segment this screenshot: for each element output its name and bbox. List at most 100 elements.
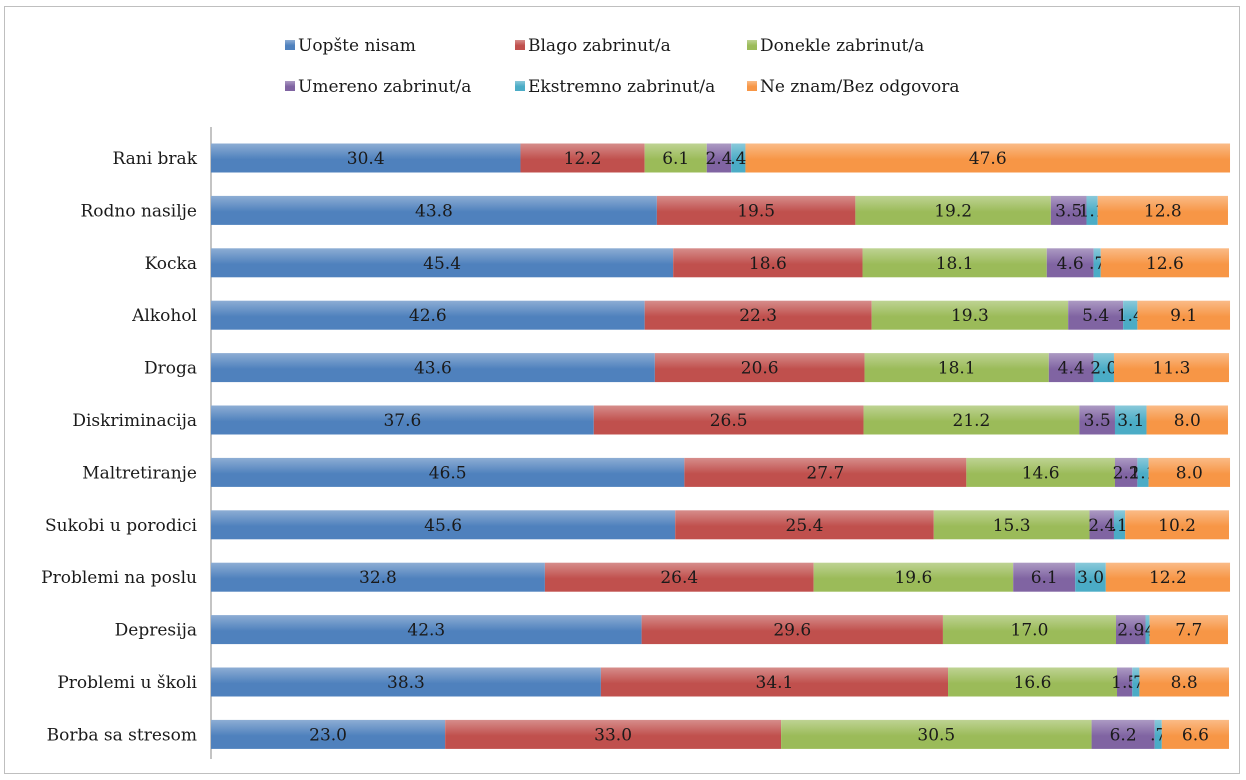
data-label: 21.2 bbox=[953, 411, 991, 431]
data-label: 12.2 bbox=[1149, 568, 1187, 588]
bar-segment-donekle-zabrinut-a bbox=[864, 353, 1049, 383]
bar-segment-umereno-zabrinut-a bbox=[1068, 300, 1124, 330]
bar-segment-uopste-nisam bbox=[211, 562, 545, 592]
data-label: 2.0 bbox=[1090, 359, 1117, 379]
data-label: 19.2 bbox=[934, 201, 972, 221]
bar-segment-uopste-nisam bbox=[211, 719, 446, 749]
data-label: 38.3 bbox=[387, 673, 425, 693]
data-label: 3.5 bbox=[1055, 201, 1082, 221]
bar-segment-blago-zabrinut-a bbox=[673, 248, 863, 278]
bar-segment-ne-znam-bez-odgovora bbox=[745, 143, 1231, 173]
data-label: 2.4 bbox=[705, 149, 732, 169]
data-label: 10.2 bbox=[1158, 516, 1196, 536]
bar-segment-ne-znam-bez-odgovora bbox=[1149, 615, 1228, 645]
bar-segment-blago-zabrinut-a bbox=[641, 615, 943, 645]
data-label: 2.9 bbox=[1117, 621, 1144, 641]
category-label: Rodno nasilje bbox=[80, 201, 197, 221]
chart-frame: Uopšte nisam Blago zabrinut/a Donekle zabr… bbox=[4, 6, 1240, 774]
bar-segment-umereno-zabrinut-a bbox=[1013, 562, 1076, 592]
bar-segment-ne-znam-bez-odgovora bbox=[1161, 719, 1229, 749]
bar-segment-blago-zabrinut-a bbox=[520, 143, 645, 173]
data-label: 1.5 bbox=[1111, 673, 1138, 693]
bar-segment-uopste-nisam bbox=[211, 353, 655, 383]
data-label: 46.5 bbox=[429, 463, 467, 483]
data-label: 19.3 bbox=[951, 306, 989, 326]
bar-segment-ekstremno-zabrinut-a bbox=[1093, 248, 1101, 278]
data-label: 20.6 bbox=[741, 359, 779, 379]
bar-segment-ekstremno-zabrinut-a bbox=[1132, 667, 1140, 697]
legend-label-umereno-zabrinut-a: Umereno zabrinut/a bbox=[298, 77, 471, 97]
bar-segment-blago-zabrinut-a bbox=[644, 300, 872, 330]
bar-segment-umereno-zabrinut-a bbox=[1050, 195, 1087, 225]
data-label: 29.6 bbox=[773, 621, 811, 641]
bar-segment-umereno-zabrinut-a bbox=[1091, 719, 1155, 749]
legend-label-ekstremno-zabrinut-a: Ekstremno zabrinut/a bbox=[528, 77, 715, 97]
data-label: 18.1 bbox=[936, 254, 974, 274]
legend-label-donekle-zabrinut-a: Donekle zabrinut/a bbox=[760, 36, 924, 56]
data-label: 17.0 bbox=[1011, 621, 1049, 641]
bar-segment-umereno-zabrinut-a bbox=[1117, 667, 1133, 697]
bar-segment-ne-znam-bez-odgovora bbox=[1097, 195, 1228, 225]
data-label: 25.4 bbox=[786, 516, 824, 536]
legend-swatch-donekle-zabrinut-a bbox=[747, 40, 757, 50]
bar-segment-umereno-zabrinut-a bbox=[1089, 510, 1114, 540]
bar-segment-ekstremno-zabrinut-a bbox=[1114, 405, 1147, 435]
data-label: 26.4 bbox=[660, 568, 698, 588]
bar-segment-donekle-zabrinut-a bbox=[933, 510, 1090, 540]
bar-segment-blago-zabrinut-a bbox=[675, 510, 934, 540]
data-label: 2.4 bbox=[1088, 516, 1115, 536]
category-label: Depresija bbox=[115, 621, 197, 641]
data-label: .1 bbox=[1111, 516, 1127, 536]
data-label: 26.5 bbox=[710, 411, 748, 431]
bar-segment-umereno-zabrinut-a bbox=[706, 143, 732, 173]
legend-swatch-ne-znam-bez-odgovora bbox=[747, 81, 757, 91]
legend: Uopšte nisam Blago zabrinut/a Donekle zabr… bbox=[285, 36, 959, 97]
data-label: 43.6 bbox=[414, 359, 452, 379]
bar-segment-blago-zabrinut-a bbox=[445, 719, 782, 749]
legend-label-ne-znam-bez-odgovora: Ne znam/Bez odgovora bbox=[760, 77, 959, 97]
category-axis: Rani brak Rodno nasilje Kocka Alkohol Droga D… bbox=[41, 127, 212, 759]
bar-segment-ne-znam-bez-odgovora bbox=[1148, 457, 1231, 487]
data-label: 6.2 bbox=[1110, 725, 1137, 745]
bar-segment-ne-znam-bez-odgovora bbox=[1139, 667, 1229, 697]
bar-segment-donekle-zabrinut-a bbox=[863, 405, 1080, 435]
data-label: 43.8 bbox=[415, 201, 453, 221]
bar-segment-ekstremno-zabrinut-a bbox=[1113, 510, 1126, 540]
bar-segment-ekstremno-zabrinut-a bbox=[1145, 615, 1150, 645]
category-label: Problemi u školi bbox=[57, 673, 197, 693]
legend-label-blago-zabrinut-a: Blago zabrinut/a bbox=[528, 36, 671, 56]
bar-segment-donekle-zabrinut-a bbox=[948, 667, 1118, 697]
data-label: 16.6 bbox=[1014, 673, 1052, 693]
data-label: 4.6 bbox=[1057, 254, 1084, 274]
bar-segment-ne-znam-bez-odgovora bbox=[1137, 300, 1231, 330]
category-label: Borba sa stresom bbox=[47, 725, 197, 745]
bar-segment-ne-znam-bez-odgovora bbox=[1125, 510, 1229, 540]
plot-area: 30.4 12.2 6.1 2.4.4 47.643.8 19.5 19.2 3.51.1 12… bbox=[211, 143, 1231, 749]
bar-segment-donekle-zabrinut-a bbox=[855, 195, 1051, 225]
bar-segment-uopste-nisam bbox=[211, 667, 601, 697]
data-label: 22.3 bbox=[739, 306, 777, 326]
bar-segment-umereno-zabrinut-a bbox=[1048, 353, 1094, 383]
bar-segment-ne-znam-bez-odgovora bbox=[1146, 405, 1228, 435]
legend-swatch-blago-zabrinut-a bbox=[515, 40, 525, 50]
bar-segment-ekstremno-zabrinut-a bbox=[1123, 300, 1138, 330]
bar-segment-donekle-zabrinut-a bbox=[966, 457, 1115, 487]
data-label: 3.0 bbox=[1077, 568, 1104, 588]
data-label: 7.7 bbox=[1175, 621, 1202, 641]
bar-segment-ekstremno-zabrinut-a bbox=[1086, 195, 1098, 225]
data-label: 8.0 bbox=[1174, 411, 1201, 431]
legend-swatch-uopste-nisam bbox=[285, 40, 295, 50]
data-label: 23.0 bbox=[309, 725, 347, 745]
bar-segment-umereno-zabrinut-a bbox=[1046, 248, 1094, 278]
data-label: 6.6 bbox=[1182, 725, 1209, 745]
category-label: Diskriminacija bbox=[72, 411, 197, 431]
category-label: Kocka bbox=[145, 254, 197, 274]
legend-swatch-umereno-zabrinut-a bbox=[285, 81, 295, 91]
bar-segment-donekle-zabrinut-a bbox=[942, 615, 1116, 645]
data-label: 45.4 bbox=[423, 254, 461, 274]
bar-segment-ne-znam-bez-odgovora bbox=[1100, 248, 1229, 278]
bar-segment-ekstremno-zabrinut-a bbox=[1075, 562, 1106, 592]
data-label: 32.8 bbox=[359, 568, 397, 588]
data-label: .4 bbox=[730, 149, 746, 169]
category-label: Sukobi u porodici bbox=[45, 516, 198, 536]
